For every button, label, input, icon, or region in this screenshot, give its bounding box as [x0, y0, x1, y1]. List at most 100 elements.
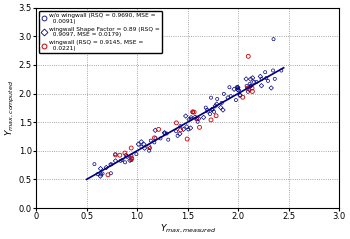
Point [248, 84, 253, 88]
Point [146, 149, 152, 152]
Point [245, 87, 250, 90]
Point [194, 117, 199, 120]
Point [226, 85, 232, 89]
Point [212, 104, 218, 108]
Point [120, 158, 125, 162]
Point [208, 96, 214, 100]
Point [219, 101, 225, 105]
Point [247, 82, 252, 86]
Point [191, 110, 197, 114]
Point [209, 108, 215, 112]
Point [98, 173, 104, 176]
Point [251, 80, 257, 84]
Point [248, 84, 254, 87]
Point [188, 126, 194, 130]
Point [208, 118, 214, 122]
Point [156, 127, 161, 131]
Point [186, 128, 191, 131]
Point [214, 102, 219, 106]
Point [258, 75, 263, 78]
Point [112, 152, 118, 156]
Point [213, 114, 219, 118]
Point [118, 159, 124, 163]
Point [174, 121, 179, 125]
Point [175, 134, 180, 138]
Point [152, 136, 157, 140]
Point [178, 128, 183, 132]
Point [148, 139, 154, 142]
Point [243, 77, 249, 81]
Point [250, 90, 255, 93]
Point [235, 88, 240, 92]
Point [127, 158, 133, 162]
Point [268, 86, 274, 90]
Point [211, 110, 217, 114]
Point [142, 146, 147, 150]
Point [248, 77, 253, 81]
Y-axis label: $\it{Y}$$_{max, computed}$: $\it{Y}$$_{max, computed}$ [4, 80, 17, 136]
Point [188, 117, 194, 121]
Point [98, 167, 103, 170]
Point [92, 162, 97, 166]
Point [259, 84, 264, 88]
Point [181, 127, 187, 131]
Point [250, 76, 255, 80]
Point [204, 108, 210, 112]
Point [254, 80, 259, 84]
Point [162, 131, 167, 135]
Point [237, 93, 243, 97]
Point [195, 120, 201, 124]
Point [113, 159, 118, 163]
Point [98, 174, 103, 178]
Point [129, 157, 135, 161]
Point [129, 154, 134, 158]
Point [190, 110, 196, 114]
Point [220, 108, 226, 112]
Point [245, 90, 251, 94]
Point [184, 125, 190, 129]
Point [164, 132, 169, 136]
Point [108, 171, 114, 175]
Point [271, 37, 277, 41]
Point [203, 106, 209, 109]
Point [105, 173, 111, 177]
Point [177, 124, 183, 128]
Point [162, 131, 167, 135]
Point [228, 94, 233, 98]
Point [246, 88, 252, 92]
Point [147, 146, 153, 150]
Point [272, 77, 278, 81]
Point [237, 93, 243, 97]
Point [240, 95, 246, 99]
Point [122, 160, 128, 164]
Point [197, 125, 202, 129]
Point [190, 110, 196, 114]
Point [100, 172, 105, 175]
Point [184, 137, 190, 141]
Point [279, 69, 284, 72]
Point [139, 140, 144, 144]
Point [245, 54, 251, 58]
Point [117, 153, 122, 157]
Point [215, 97, 220, 101]
Point [128, 146, 134, 150]
Point [221, 92, 227, 96]
Point [249, 86, 255, 90]
Point [193, 115, 198, 119]
Point [207, 112, 213, 116]
Legend: w/o wingwall (RSQ = 0.9690, MSE =
  0.0091), wingwall Shape Factor = 0.89 (RSQ =: w/o wingwall (RSQ = 0.9690, MSE = 0.0091… [39, 11, 162, 54]
Point [188, 115, 194, 119]
Point [146, 145, 152, 149]
Point [259, 77, 264, 81]
Point [153, 136, 158, 140]
Point [95, 172, 100, 176]
Point [123, 153, 128, 157]
Point [262, 70, 268, 74]
Point [135, 142, 141, 146]
Point [158, 136, 163, 140]
Point [194, 117, 199, 121]
Point [196, 117, 202, 120]
Point [186, 118, 192, 121]
Point [104, 166, 109, 169]
Point [108, 163, 113, 166]
